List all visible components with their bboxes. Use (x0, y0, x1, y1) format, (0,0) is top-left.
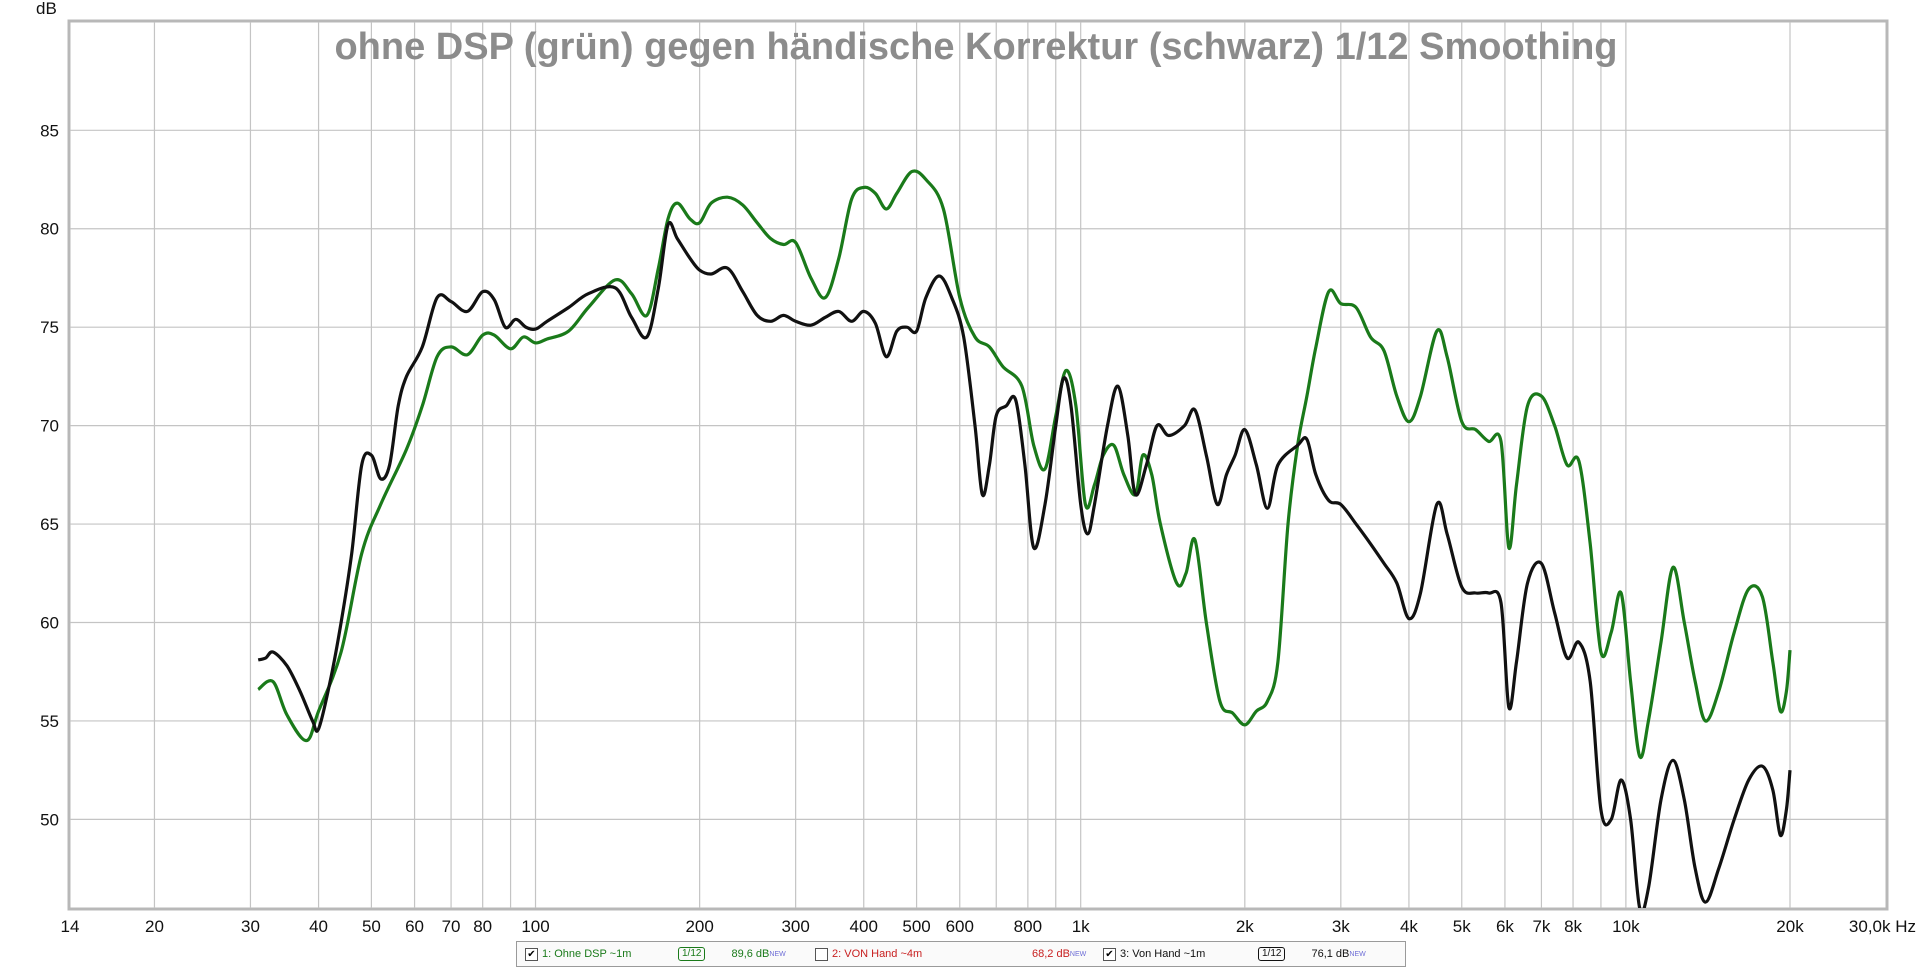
legend-item-2-checkbox[interactable] (815, 947, 828, 961)
x-tick-label: 6k (1496, 917, 1514, 936)
x-tick-label: 10k (1612, 917, 1640, 936)
legend-item-1-new: NEW (769, 950, 786, 958)
legend-item-3-level: 76,1 dB (1311, 948, 1350, 960)
y-axis-tick-labels: 50 55 60 65 70 75 80 85 (40, 121, 59, 829)
y-tick-label: 75 (40, 318, 59, 337)
x-tick-label: 5k (1453, 917, 1471, 936)
x-tick-label: 4k (1400, 917, 1418, 936)
series-layer (257, 169, 1792, 908)
y-tick-label: 85 (40, 121, 59, 140)
legend-item-3-new: NEW (1349, 950, 1366, 958)
x-tick-label: 20k (1776, 917, 1804, 936)
legend-item-1[interactable]: ✔ 1: Ohne DSP ~1m 1/12 89,6 dB NEW (525, 942, 815, 966)
legend-item-1-level: 89,6 dB (731, 948, 770, 960)
x-tick-label: 30 (241, 917, 260, 936)
x-tick-label: 600 (946, 917, 974, 936)
series-line-1 (257, 169, 1792, 760)
x-tick-label: 20 (145, 917, 164, 936)
grid-lines (70, 22, 1886, 908)
x-tick-label: 400 (850, 917, 878, 936)
x-tick-label: 70 (442, 917, 461, 936)
x-tick-label: 3k (1332, 917, 1350, 936)
y-tick-label: 65 (40, 515, 59, 534)
legend-item-3-smoothing[interactable]: 1/12 (1258, 947, 1286, 961)
x-tick-label: 30,0k Hz (1849, 917, 1916, 936)
x-axis-tick-labels: 14 20 30 40 50 60 70 80 100 200 300 400 500 600 800 1k 2… (61, 917, 1916, 936)
x-tick-label: 40 (309, 917, 328, 936)
legend-item-2-level: 68,2 dB (1032, 948, 1070, 960)
x-tick-label: 8k (1564, 917, 1582, 936)
x-tick-label: 7k (1532, 917, 1550, 936)
legend-item-1-label: 1: Ohne DSP ~1m (542, 948, 632, 960)
legend-item-3[interactable]: ✔ 3: Von Hand ~1m 1/12 76,1 dB NEW (1103, 942, 1393, 966)
y-tick-label: 55 (40, 712, 59, 731)
legend-item-3-label: 3: Von Hand ~1m (1120, 948, 1206, 960)
x-tick-label: 80 (473, 917, 492, 936)
x-tick-label: 14 (61, 917, 80, 936)
legend-item-2-label: 2: VON Hand ~4m (832, 948, 923, 960)
legend-item-1-smoothing[interactable]: 1/12 (678, 947, 706, 961)
x-tick-label: 800 (1014, 917, 1042, 936)
x-tick-label: 200 (685, 917, 713, 936)
y-axis-unit: dB (36, 0, 57, 18)
x-tick-label: 100 (521, 917, 549, 936)
legend-item-2-new: NEW (1069, 950, 1087, 958)
series-line-2 (257, 221, 1792, 908)
y-tick-label: 80 (40, 220, 59, 239)
legend-item-2[interactable]: 2: VON Hand ~4m 68,2 dB NEW (815, 942, 1103, 966)
y-tick-label: 70 (40, 417, 59, 436)
x-tick-label: 500 (902, 917, 930, 936)
legend-item-1-checkbox[interactable]: ✔ (525, 947, 538, 961)
frequency-response-chart: dB ohne DSP (grün) gegen händische Korre… (36, 0, 1916, 936)
chart-title: ohne DSP (grün) gegen händische Korrektu… (334, 26, 1617, 68)
x-tick-label: 2k (1236, 917, 1254, 936)
x-tick-label: 50 (362, 917, 381, 936)
x-tick-label: 300 (781, 917, 809, 936)
y-tick-label: 60 (40, 614, 59, 633)
x-tick-label: 60 (405, 917, 424, 936)
legend: ✔ 1: Ohne DSP ~1m 1/12 89,6 dB NEW 2: VO… (516, 941, 1406, 967)
legend-item-3-checkbox[interactable]: ✔ (1103, 947, 1116, 961)
y-tick-label: 50 (40, 810, 59, 829)
x-tick-label: 1k (1072, 917, 1090, 936)
